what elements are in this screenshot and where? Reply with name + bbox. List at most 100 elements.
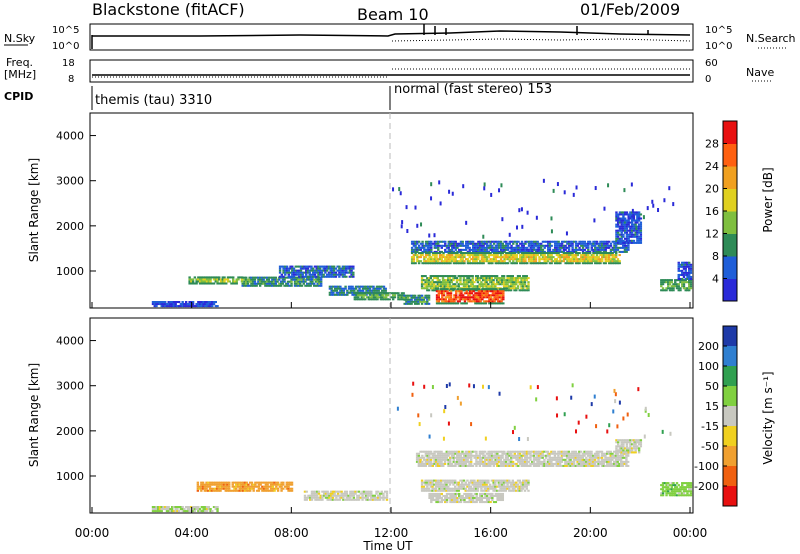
range-cell xyxy=(686,281,689,284)
range-cell xyxy=(165,305,169,308)
range-cell xyxy=(153,303,156,306)
range-cell xyxy=(499,248,503,251)
range-cell xyxy=(461,242,464,245)
range-cell xyxy=(520,462,523,465)
range-cell xyxy=(485,248,489,251)
range-cell xyxy=(377,494,380,497)
range-cell xyxy=(480,275,483,278)
range-cell xyxy=(464,275,467,278)
range-cell xyxy=(447,262,450,265)
range-cell xyxy=(522,454,525,457)
range-cell xyxy=(464,450,468,453)
range-cell xyxy=(265,278,269,281)
range-cell xyxy=(587,256,590,259)
range-cell xyxy=(569,244,573,247)
range-cell xyxy=(462,302,465,305)
range-cell xyxy=(419,260,423,263)
range-cell xyxy=(196,483,200,486)
range-cell xyxy=(533,258,536,261)
range-cell xyxy=(519,242,522,245)
range-cell xyxy=(494,487,497,490)
range-cell xyxy=(438,479,441,482)
range-cell xyxy=(359,492,363,495)
range-cell xyxy=(515,456,518,459)
range-cell xyxy=(458,254,461,257)
range-cell xyxy=(483,481,487,484)
range-cell xyxy=(375,498,378,501)
range-cell xyxy=(410,242,414,245)
range-cell xyxy=(427,481,431,484)
range-cell xyxy=(499,454,503,457)
range-cell xyxy=(541,254,545,257)
range-cell xyxy=(278,278,281,281)
range-cell xyxy=(672,289,675,292)
range-cell xyxy=(590,244,593,247)
range-cell xyxy=(412,294,415,297)
range-cell xyxy=(522,287,525,290)
range-cell xyxy=(536,262,539,265)
range-cell xyxy=(481,279,485,282)
range-cell xyxy=(248,485,252,488)
range-cell xyxy=(553,450,557,453)
range-cell xyxy=(682,285,686,288)
range-cell xyxy=(541,452,544,455)
range-cell xyxy=(611,258,614,261)
range-cell xyxy=(254,481,257,484)
range-cell xyxy=(441,300,444,303)
range-cell xyxy=(207,481,210,484)
range-cell xyxy=(491,248,494,251)
range-cell xyxy=(436,462,440,465)
range-cell xyxy=(604,454,607,457)
range-cell xyxy=(386,292,390,295)
range-cell xyxy=(345,265,348,268)
range-cell xyxy=(204,510,207,513)
range-cell xyxy=(442,300,446,303)
range-cell xyxy=(417,300,420,303)
range-cell xyxy=(312,494,315,497)
range-cell xyxy=(433,262,437,265)
range-cell xyxy=(517,458,520,461)
range-cell xyxy=(357,490,361,493)
range-cell xyxy=(462,275,466,278)
range-cell xyxy=(318,271,322,274)
range-cell xyxy=(332,267,336,270)
range-cell xyxy=(602,252,606,255)
range-cell xyxy=(508,481,511,484)
range-cell xyxy=(471,242,475,245)
range-cell xyxy=(349,289,353,292)
range-cell xyxy=(211,276,214,279)
range-cell xyxy=(527,289,530,292)
range-cell xyxy=(627,241,630,244)
range-cell xyxy=(546,252,550,255)
range-cell xyxy=(424,252,428,255)
range-cell xyxy=(349,492,352,495)
range-cell xyxy=(461,252,464,255)
range-cell xyxy=(329,275,332,278)
range-cell xyxy=(490,452,494,455)
range-cell xyxy=(597,248,600,251)
range-cell xyxy=(506,450,510,453)
range-cell xyxy=(444,300,447,303)
range-cell xyxy=(558,464,562,467)
range-cell xyxy=(465,298,468,301)
range-cell xyxy=(551,458,555,461)
range-cell xyxy=(377,498,380,501)
range-cell xyxy=(207,485,210,488)
range-cell xyxy=(681,273,684,276)
range-cell xyxy=(447,458,450,461)
range-cell xyxy=(339,269,343,272)
range-cell xyxy=(445,485,448,488)
range-cell xyxy=(228,481,231,484)
range-cell xyxy=(401,220,404,225)
range-cell xyxy=(423,244,426,247)
range-cell xyxy=(271,485,275,488)
range-cell xyxy=(450,481,453,484)
range-cell xyxy=(365,285,368,288)
range-cell xyxy=(585,460,588,463)
range-cell xyxy=(457,285,460,288)
range-cell xyxy=(440,250,443,253)
range-cell xyxy=(468,456,471,459)
range-cell xyxy=(378,494,382,497)
range-cell xyxy=(485,487,488,490)
range-cell xyxy=(297,280,300,283)
